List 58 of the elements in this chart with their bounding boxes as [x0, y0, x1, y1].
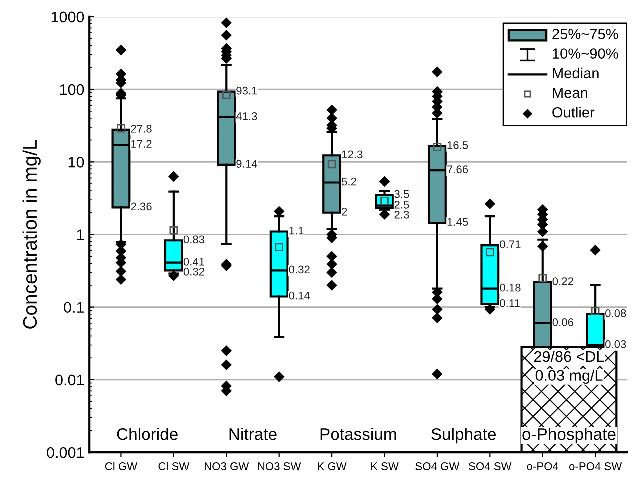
text: 27.8: [131, 125, 152, 133]
annotation: Sulphate: [432, 428, 496, 444]
text: 16.5: [448, 141, 468, 150]
text: 0.41: [184, 258, 204, 266]
text: 41.3: [236, 112, 258, 120]
x-tick-label: K GW: [318, 462, 347, 470]
annotation: Nitrate: [230, 428, 277, 440]
x-tick-label: Cl SW: [158, 462, 190, 470]
text: 0.71: [500, 240, 521, 249]
text: 2: [342, 208, 348, 216]
text: 0.06: [552, 318, 574, 326]
annotation: 25%~75%: [552, 29, 618, 40]
text: 2.5: [394, 200, 410, 209]
annotation: Chloride: [117, 428, 178, 440]
y-tick-label: 0.1: [64, 302, 84, 314]
y-tick-label: 10: [68, 157, 84, 168]
annotation: Mean: [553, 88, 588, 98]
text: 9.14: [236, 160, 258, 168]
annotation: Outlier: [552, 107, 595, 118]
text: 2.3: [394, 210, 410, 219]
text: 5.2: [342, 178, 356, 186]
x-tick-label: o-PO4: [527, 462, 559, 470]
x-tick-label: SO4 GW: [416, 462, 460, 470]
y-tick-label: 100: [60, 84, 84, 96]
annotation: Potassium: [320, 428, 396, 440]
x-tick-label: NO3 GW: [205, 462, 250, 470]
text: 0.22: [552, 278, 574, 286]
text: 1.45: [448, 218, 468, 226]
annotation: 10%~90%: [553, 48, 618, 59]
text: 0.03: [606, 340, 626, 348]
text: 0.11: [500, 299, 520, 308]
annotation: 29/86 <DL: [534, 350, 604, 362]
x-tick-label: K SW: [371, 462, 399, 470]
x-tick-label: NO3 SW: [258, 462, 302, 470]
text: 0.32: [184, 268, 204, 276]
y-axis-title: Concentration in mg/L: [22, 140, 41, 329]
annotation: 0.03 mg/L: [536, 370, 603, 384]
text: 0.83: [184, 236, 205, 244]
y-tick-label: 1000: [52, 12, 84, 23]
text: 7.66: [448, 166, 468, 174]
text: 2.36: [131, 202, 152, 211]
y-tick-label: 1: [77, 230, 84, 240]
text: 12.3: [342, 150, 363, 159]
text: 1.1: [290, 226, 304, 235]
text: 17.2: [132, 140, 152, 148]
x-tick-label: SO4 SW: [469, 462, 512, 470]
x-tick-label: Cl GW: [105, 462, 138, 470]
text: 0.18: [500, 284, 521, 292]
text: 0.32: [289, 266, 310, 274]
y-tick-label: 0.01: [56, 374, 84, 386]
x-tick-label: o-PO4 SW: [569, 462, 622, 470]
y-tick-label: 0.001: [47, 447, 84, 458]
annotation: o-Phosphate: [522, 428, 616, 444]
text: 93.1: [236, 86, 258, 95]
text: 0.14: [289, 292, 310, 300]
text: 0.08: [606, 309, 626, 318]
annotation: Median: [553, 68, 599, 79]
text: 3.5: [394, 190, 410, 198]
